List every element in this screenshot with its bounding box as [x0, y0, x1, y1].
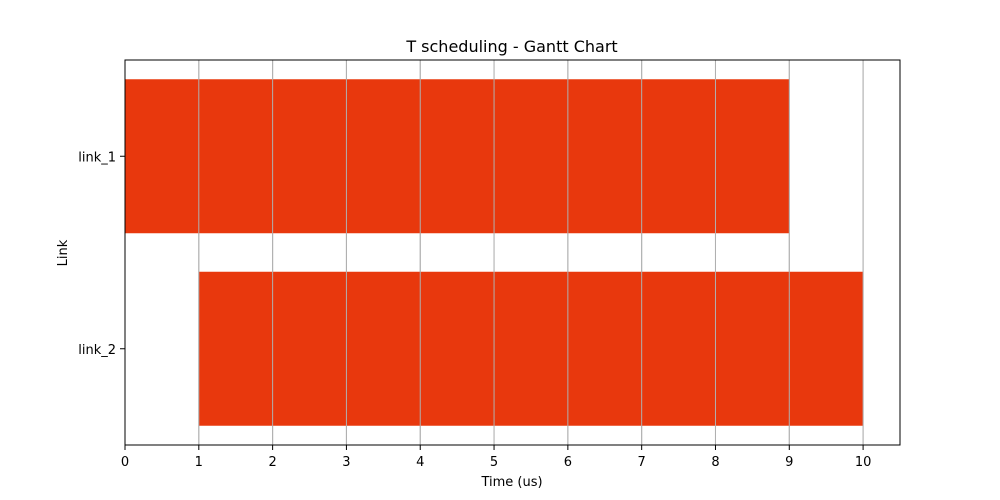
x-axis-ticks: 0 1 2 3 4 5 6 7 8 9 10 — [121, 445, 872, 470]
plot-frame — [124, 59, 901, 446]
y-axis-label: Link — [56, 239, 71, 266]
x-tick-label: 0 — [121, 455, 129, 470]
x-tick-label: 1 — [195, 455, 203, 470]
x-tick-label: 3 — [342, 455, 350, 470]
x-tick-label: 10 — [855, 455, 872, 470]
x-tick-label: 6 — [564, 455, 572, 470]
x-tick-label: 8 — [711, 455, 719, 470]
y-tick-label: link_1 — [78, 150, 116, 165]
chart-title: T scheduling - Gantt Chart — [405, 37, 617, 56]
x-tick-label: 9 — [785, 455, 793, 470]
x-tick-label: 2 — [268, 455, 276, 470]
x-tick-label: 5 — [490, 455, 498, 470]
bars — [124, 60, 864, 445]
gantt-bar-link-1 — [125, 79, 790, 234]
x-axis-label: Time (us) — [480, 475, 542, 490]
y-axis-ticks: link_1 link_2 — [78, 150, 125, 358]
x-tick-label: 7 — [638, 455, 646, 470]
y-tick-label: link_2 — [78, 343, 116, 358]
gantt-bar-link-2 — [198, 271, 864, 426]
x-tick-label: 4 — [416, 455, 424, 470]
